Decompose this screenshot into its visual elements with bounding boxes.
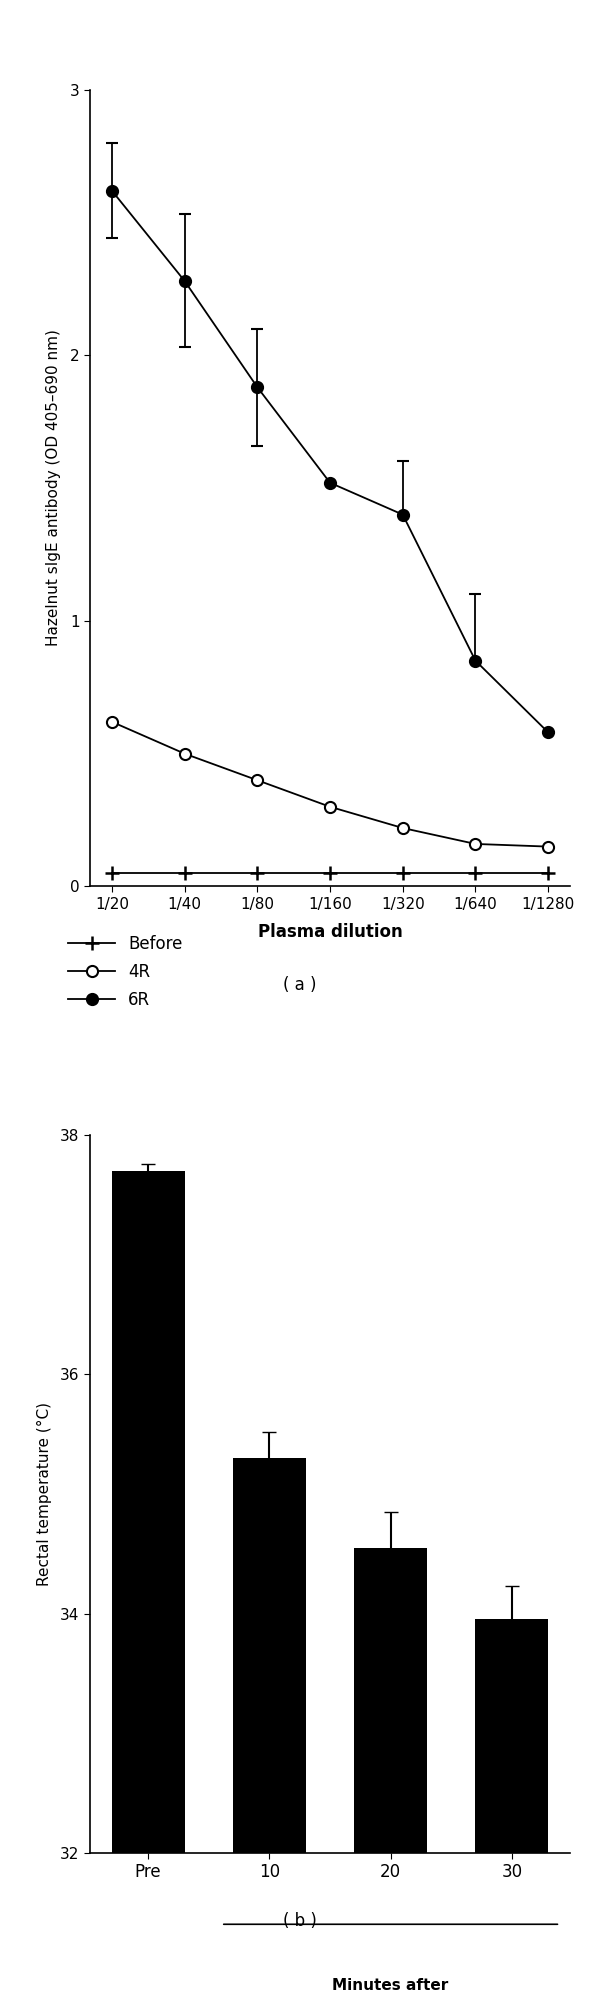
4R (545, 835, 552, 859)
Bar (112, 1171, 185, 1853)
Before (545, 861, 552, 884)
X-axis label: Plasma dilution: Plasma dilution (257, 922, 403, 940)
Text: ( a ): ( a ) (283, 976, 317, 994)
Bar (233, 1458, 306, 1853)
Text: Minutes after
oral challenge 15 mg HN: Minutes after oral challenge 15 mg HN (286, 1978, 496, 1992)
Bar (354, 1548, 427, 1853)
Before (326, 861, 334, 884)
4R (399, 817, 406, 841)
4R (108, 709, 115, 733)
Before (472, 861, 479, 884)
Y-axis label: Hazelnut sIgE antibody (OD 405–690 nm): Hazelnut sIgE antibody (OD 405–690 nm) (46, 329, 62, 647)
4R (181, 741, 188, 765)
Y-axis label: Rectal temperature (°C): Rectal temperature (°C) (37, 1402, 52, 1586)
Line: Before: Before (105, 867, 555, 880)
Before (254, 861, 261, 884)
Before (181, 861, 188, 884)
4R (254, 769, 261, 793)
Before (399, 861, 406, 884)
Legend: Before, 4R, 6R: Before, 4R, 6R (68, 934, 183, 1008)
4R (472, 833, 479, 857)
4R (326, 795, 334, 819)
Bar (475, 1619, 548, 1853)
Line: 4R: 4R (106, 717, 554, 853)
Text: ( b ): ( b ) (283, 1912, 317, 1930)
Before (108, 861, 115, 884)
